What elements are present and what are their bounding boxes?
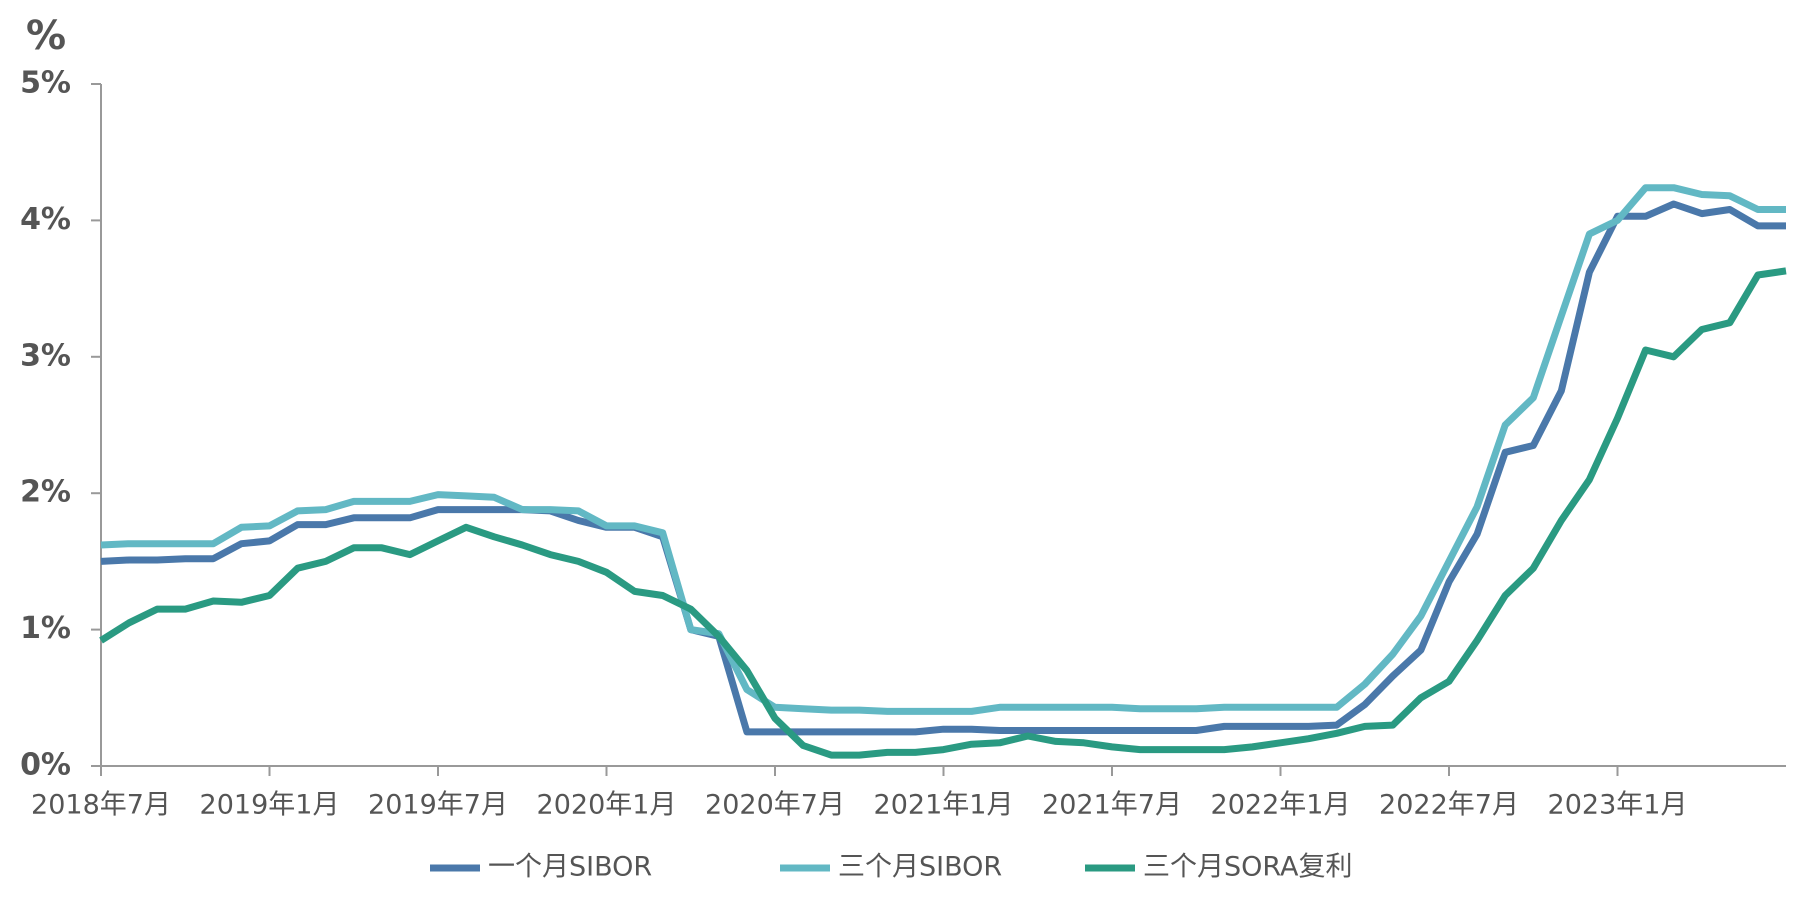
x-tick-label: 2021年1月 xyxy=(874,790,1014,821)
x-tick-label: 2019年7月 xyxy=(368,790,508,821)
series-line xyxy=(99,267,1787,759)
legend-label: 三个月SORA复利 xyxy=(1143,852,1353,883)
y-tick-label: 1% xyxy=(20,611,71,646)
y-tick-label: 5% xyxy=(20,66,71,101)
y-tick-label: 4% xyxy=(20,202,71,237)
x-tick-label: 2019年1月 xyxy=(200,790,340,821)
series-line xyxy=(100,200,1786,736)
x-tick-label: 2022年7月 xyxy=(1379,790,1519,821)
y-axis-label: % xyxy=(26,13,66,59)
x-tick-label: 2021年7月 xyxy=(1042,790,1182,821)
legend-label: 三个月SIBOR xyxy=(838,852,1002,883)
y-tick-label: 3% xyxy=(20,338,71,373)
x-tick-label: 2018年7月 xyxy=(31,790,171,821)
y-tick-label: 2% xyxy=(20,475,71,510)
x-tick-label: 2020年1月 xyxy=(537,790,677,821)
x-tick-label: 2023年1月 xyxy=(1548,790,1688,821)
legend-label: 一个月SIBOR xyxy=(488,852,652,883)
x-tick-label: 2020年7月 xyxy=(705,790,845,821)
y-tick-label: 0% xyxy=(20,748,71,783)
series-line xyxy=(100,184,1786,715)
x-tick-label: 2022年1月 xyxy=(1211,790,1351,821)
